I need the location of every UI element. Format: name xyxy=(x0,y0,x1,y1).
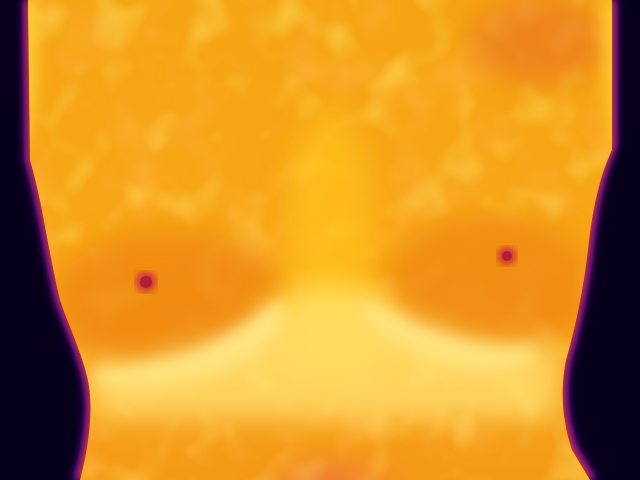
nipple-spots xyxy=(136,247,516,292)
inframammary-hot-folds xyxy=(90,290,560,420)
armpit-edges xyxy=(28,0,612,150)
abdomen-warm-glow xyxy=(220,380,440,480)
breast-regions xyxy=(55,0,610,370)
